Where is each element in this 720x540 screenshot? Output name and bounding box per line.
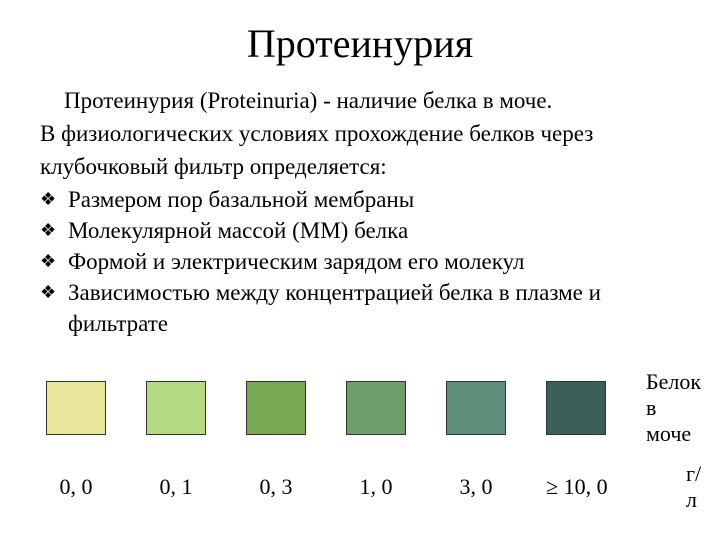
value-4: 3, 0 [446, 474, 506, 500]
swatch-4 [446, 381, 506, 435]
intro-text: Протеинурия (Proteinuria) - наличие белк… [40, 85, 680, 116]
swatch-5 [546, 381, 606, 435]
swatch-row: Белок в моче [40, 369, 680, 447]
value-row: 0, 0 0, 1 0, 3 1, 0 3, 0 ≥ 10, 0 г/л [40, 461, 680, 513]
lead-text-1: В физиологических условиях прохождение б… [40, 118, 680, 149]
value-3: 1, 0 [346, 474, 406, 500]
swatch-3 [346, 381, 406, 435]
value-5: ≥ 10, 0 [546, 474, 636, 500]
bullet-list: Размером пор базальной мембраны Молекуля… [40, 184, 680, 339]
swatch-2 [246, 381, 306, 435]
color-scale: Белок в моче 0, 0 0, 1 0, 3 1, 0 3, 0 ≥ … [40, 369, 680, 513]
value-0: 0, 0 [46, 474, 106, 500]
bullet-item: Зависимостью между концентрацией белка в… [40, 277, 680, 339]
bullet-item: Размером пор базальной мембраны [40, 184, 680, 215]
page-title: Протеинурия [40, 20, 680, 67]
bullet-item: Формой и электрическим зарядом его молек… [40, 246, 680, 277]
value-1: 0, 1 [146, 474, 206, 500]
swatch-1 [146, 381, 206, 435]
swatch-0 [46, 381, 106, 435]
lead-text-2: клубочковый фильтр определяется: [40, 151, 680, 182]
scale-unit: г/л [686, 461, 701, 513]
scale-label: Белок в моче [646, 369, 711, 447]
value-2: 0, 3 [246, 474, 306, 500]
bullet-item: Молекулярной массой (ММ) белка [40, 215, 680, 246]
